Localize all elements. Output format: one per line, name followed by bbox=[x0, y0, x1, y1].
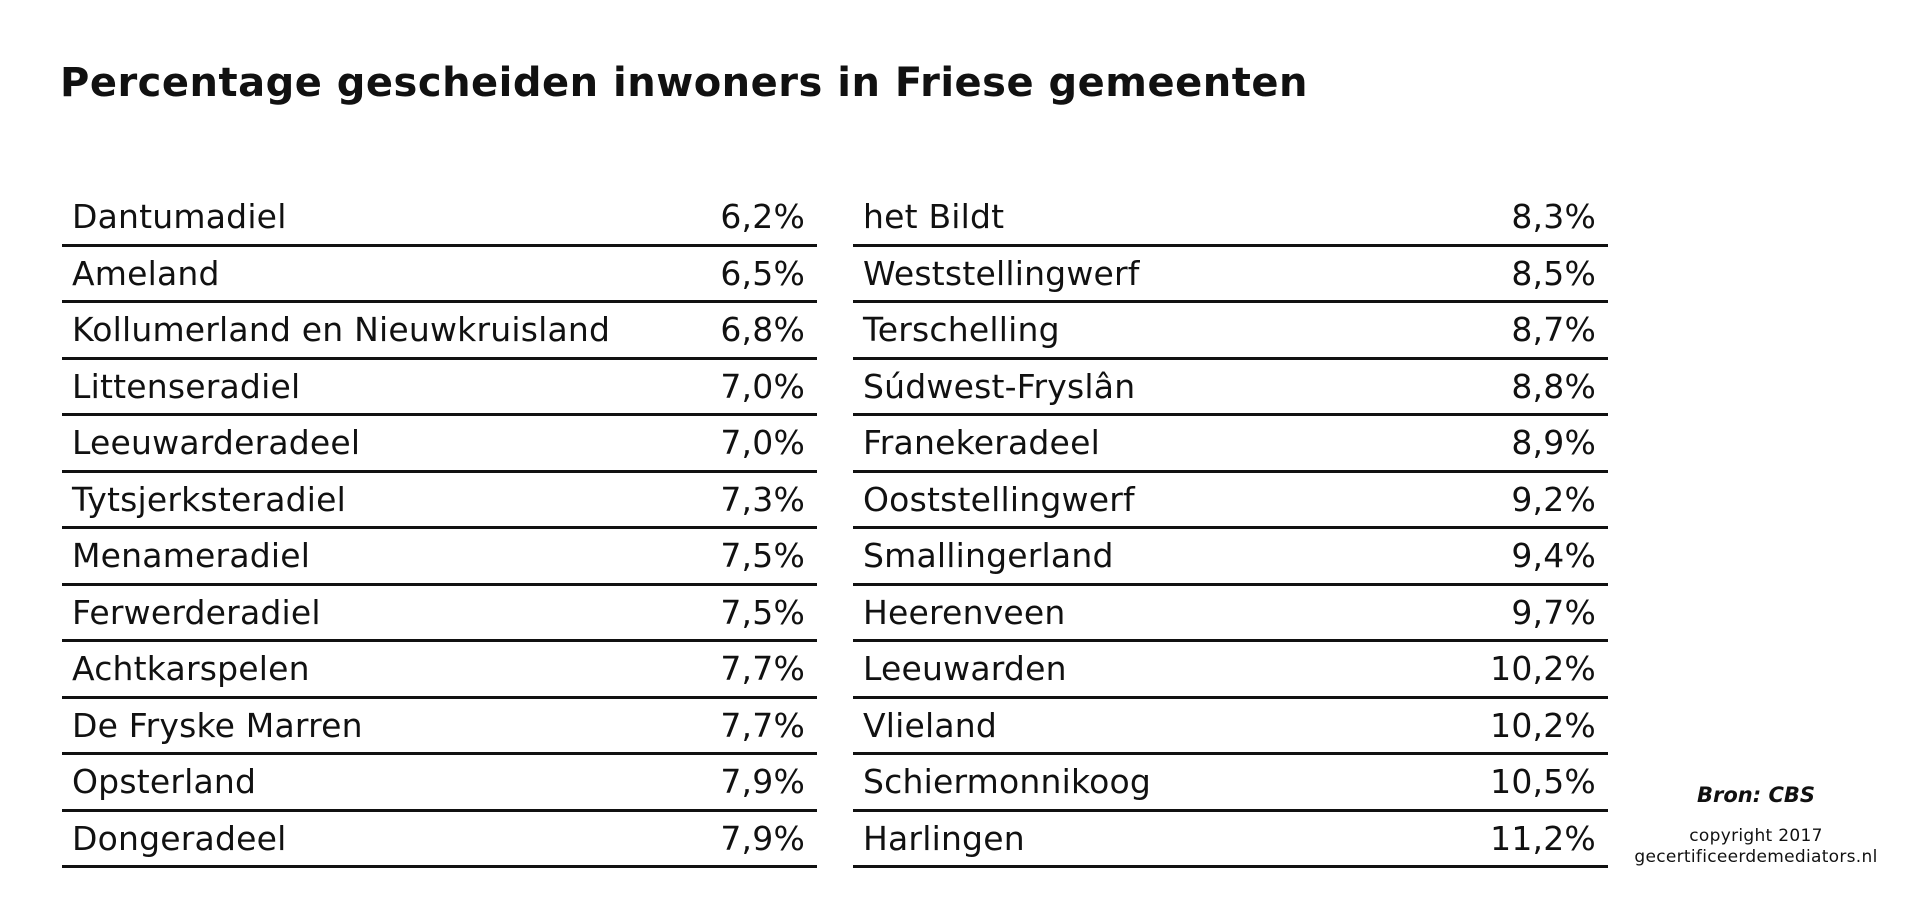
municipality-name: Leeuwarden bbox=[863, 649, 1067, 689]
percentage-value: 7,9% bbox=[720, 818, 805, 858]
percentage-value: 6,5% bbox=[720, 253, 805, 293]
percentage-value: 7,0% bbox=[720, 366, 805, 406]
table-row: Terschelling 8,7% bbox=[853, 303, 1608, 360]
table-row: Leeuwarden 10,2% bbox=[853, 642, 1608, 699]
percentage-value: 8,7% bbox=[1511, 310, 1596, 350]
percentage-value: 7,0% bbox=[720, 423, 805, 463]
municipality-name: Schiermonnikoog bbox=[863, 762, 1152, 802]
table-row: Harlingen 11,2% bbox=[853, 812, 1608, 868]
percentage-value: 10,2% bbox=[1490, 705, 1596, 745]
percentage-value: 9,7% bbox=[1511, 592, 1596, 632]
municipality-name: Menameradiel bbox=[72, 536, 311, 576]
municipality-name: Smallingerland bbox=[863, 536, 1114, 576]
percentage-value: 8,9% bbox=[1511, 423, 1596, 463]
municipality-name: Littenseradiel bbox=[72, 366, 301, 406]
percentage-value: 6,8% bbox=[720, 310, 805, 350]
left-table: Dantumadiel 6,2% Ameland 6,5% Kollumerland… bbox=[62, 190, 817, 868]
table-row: het Bildt 8,3% bbox=[853, 190, 1608, 247]
percentage-value: 8,3% bbox=[1511, 197, 1596, 237]
municipality-name: Ferwerderadiel bbox=[72, 592, 321, 632]
table-row: Achtkarspelen 7,7% bbox=[62, 642, 817, 699]
source-label: Bron: CBS bbox=[1697, 783, 1815, 807]
table-row: Dongeradeel 7,9% bbox=[62, 812, 817, 868]
table-row: Leeuwarderadeel 7,0% bbox=[62, 416, 817, 473]
copyright-block: copyright 2017 gecertificeerdemediators.… bbox=[1630, 826, 1882, 868]
municipality-name: het Bildt bbox=[863, 197, 1005, 237]
municipality-name: Kollumerland en Nieuwkruisland bbox=[72, 310, 611, 350]
table-row: Schiermonnikoog 10,5% bbox=[853, 755, 1608, 812]
table-row: Menameradiel 7,5% bbox=[62, 529, 817, 586]
table-row: Franekeradeel 8,9% bbox=[853, 416, 1608, 473]
percentage-value: 7,5% bbox=[720, 592, 805, 632]
table-row: Heerenveen 9,7% bbox=[853, 586, 1608, 642]
percentage-value: 7,9% bbox=[720, 762, 805, 802]
copyright-text: copyright 2017 bbox=[1689, 826, 1823, 846]
percentage-value: 9,2% bbox=[1511, 479, 1596, 519]
percentage-value: 10,2% bbox=[1490, 649, 1596, 689]
table-row: Littenseradiel 7,0% bbox=[62, 360, 817, 416]
municipality-name: Weststellingwerf bbox=[863, 253, 1140, 293]
table-row: Opsterland 7,9% bbox=[62, 755, 817, 812]
municipality-name: Súdwest-Fryslân bbox=[863, 366, 1136, 406]
municipality-name: Dantumadiel bbox=[72, 197, 287, 237]
municipality-name: Ooststellingwerf bbox=[863, 479, 1135, 519]
table-row: Weststellingwerf 8,5% bbox=[853, 247, 1608, 303]
percentage-value: 7,7% bbox=[720, 649, 805, 689]
page-title: Percentage gescheiden inwoners in Friese… bbox=[60, 60, 1308, 106]
right-table: het Bildt 8,3% Weststellingwerf 8,5% Tersc… bbox=[853, 190, 1608, 868]
municipality-name: Dongeradeel bbox=[72, 818, 287, 858]
municipality-name: Ameland bbox=[72, 253, 220, 293]
municipality-name: Achtkarspelen bbox=[72, 649, 310, 689]
table-row: Kollumerland en Nieuwkruisland 6,8% bbox=[62, 303, 817, 360]
municipality-name: De Fryske Marren bbox=[72, 705, 363, 745]
table-row: De Fryske Marren 7,7% bbox=[62, 699, 817, 755]
table-row: Dantumadiel 6,2% bbox=[62, 190, 817, 247]
percentage-value: 11,2% bbox=[1490, 818, 1596, 858]
municipality-name: Heerenveen bbox=[863, 592, 1066, 632]
percentage-value: 7,3% bbox=[720, 479, 805, 519]
percentage-value: 8,5% bbox=[1511, 253, 1596, 293]
percentage-value: 7,7% bbox=[720, 705, 805, 745]
municipality-name: Vlieland bbox=[863, 705, 998, 745]
percentage-value: 6,2% bbox=[720, 197, 805, 237]
table-row: Ameland 6,5% bbox=[62, 247, 817, 303]
municipality-name: Harlingen bbox=[863, 818, 1025, 858]
municipality-name: Franekeradeel bbox=[863, 423, 1100, 463]
table-row: Ooststellingwerf 9,2% bbox=[853, 473, 1608, 529]
municipality-name: Leeuwarderadeel bbox=[72, 423, 361, 463]
table-row: Súdwest-Fryslân 8,8% bbox=[853, 360, 1608, 416]
percentage-value: 9,4% bbox=[1511, 536, 1596, 576]
municipality-name: Opsterland bbox=[72, 762, 257, 802]
percentage-value: 10,5% bbox=[1490, 762, 1596, 802]
table-row: Ferwerderadiel 7,5% bbox=[62, 586, 817, 642]
percentage-value: 7,5% bbox=[720, 536, 805, 576]
table-row: Vlieland 10,2% bbox=[853, 699, 1608, 755]
percentage-value: 8,8% bbox=[1511, 366, 1596, 406]
municipality-name: Tytsjerksteradiel bbox=[72, 479, 347, 519]
website-text: gecertificeerdemediators.nl bbox=[1634, 847, 1878, 867]
table-row: Smallingerland 9,4% bbox=[853, 529, 1608, 586]
table-row: Tytsjerksteradiel 7,3% bbox=[62, 473, 817, 529]
municipality-name: Terschelling bbox=[863, 310, 1060, 350]
